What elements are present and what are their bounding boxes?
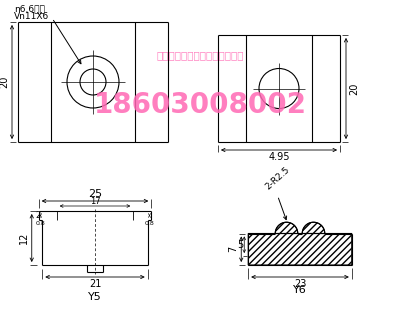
Text: 17: 17 — [90, 197, 100, 206]
Text: 25: 25 — [88, 189, 102, 199]
Polygon shape — [248, 222, 352, 265]
Text: 21: 21 — [89, 279, 101, 289]
Text: 4.95: 4.95 — [268, 152, 290, 162]
Text: 12: 12 — [19, 232, 29, 244]
Text: 2-R2.5: 2-R2.5 — [263, 165, 291, 191]
Text: 5: 5 — [237, 240, 243, 250]
Text: 0.8: 0.8 — [36, 221, 45, 226]
Text: Vn11X6: Vn11X6 — [14, 12, 49, 21]
Text: 7: 7 — [228, 246, 238, 252]
Text: 23: 23 — [294, 279, 306, 289]
Text: 20: 20 — [349, 82, 359, 95]
Text: 深圳市亨泰通精密机械有限公司: 深圳市亨泰通精密机械有限公司 — [156, 50, 244, 60]
Text: 20: 20 — [0, 76, 9, 88]
Text: 2: 2 — [35, 211, 40, 220]
Text: n6.6通孔: n6.6通孔 — [14, 4, 45, 13]
Text: Y5: Y5 — [88, 292, 102, 302]
Text: 0.8: 0.8 — [144, 221, 154, 226]
Text: Y6: Y6 — [293, 285, 307, 295]
Text: 18603008002: 18603008002 — [94, 91, 306, 119]
